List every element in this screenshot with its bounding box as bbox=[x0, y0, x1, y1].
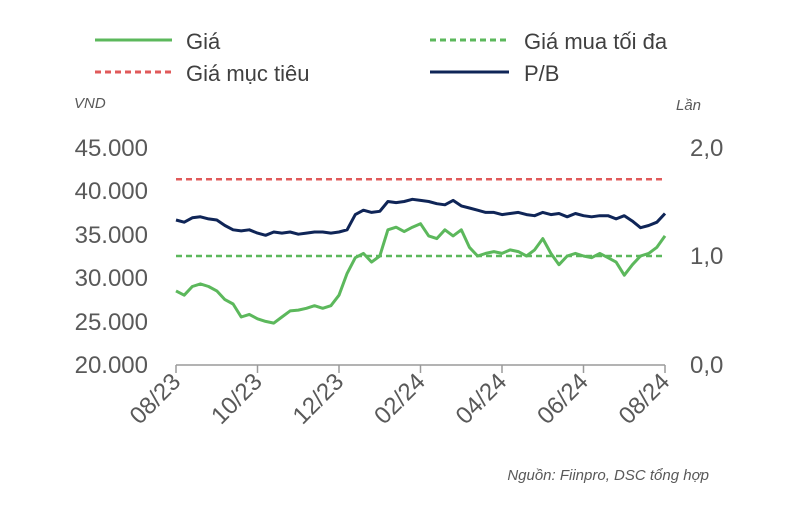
left-axis-unit: VND bbox=[74, 95, 106, 112]
x-tick-label: 04/24 bbox=[451, 368, 513, 430]
legend-item-gia: Giá bbox=[95, 29, 221, 54]
legend-label-gia: Giá bbox=[186, 29, 221, 54]
legend-label-gia-muc-tieu: Giá mục tiêu bbox=[186, 61, 310, 86]
right-axis-ticks: 2,0 1,0 0,0 bbox=[690, 135, 723, 379]
legend-item-pb: P/B bbox=[430, 61, 559, 86]
series-layer bbox=[175, 178, 667, 325]
x-tick-marks bbox=[175, 365, 666, 373]
left-tick-label: 25.000 bbox=[75, 309, 148, 336]
right-tick-label: 1,0 bbox=[690, 243, 723, 270]
series-line-gia bbox=[175, 222, 667, 325]
left-tick-label: 35.000 bbox=[75, 222, 148, 249]
legend-label-gia-mua-toi-da: Giá mua tối đa bbox=[524, 29, 668, 54]
left-tick-label: 40.000 bbox=[75, 178, 148, 205]
x-tick-label: 12/23 bbox=[288, 368, 350, 430]
left-tick-label: 20.000 bbox=[75, 352, 148, 379]
legend-item-gia-muc-tieu: Giá mục tiêu bbox=[95, 61, 310, 86]
legend-item-gia-mua-toi-da: Giá mua tối đa bbox=[430, 29, 668, 54]
source-note: Nguồn: Fiinpro, DSC tổng hợp bbox=[507, 467, 709, 484]
x-tick-label: 10/23 bbox=[206, 368, 268, 430]
x-tick-labels: 08/23 10/23 12/23 02/24 04/24 06/24 08/24 bbox=[125, 368, 676, 430]
legend-label-pb: P/B bbox=[524, 61, 559, 86]
left-axis-ticks: 45.000 40.000 35.000 30.000 25.000 20.00… bbox=[75, 135, 148, 379]
left-tick-label: 45.000 bbox=[75, 135, 148, 162]
x-tick-label: 06/24 bbox=[532, 368, 594, 430]
x-tick-label: 08/24 bbox=[614, 368, 676, 430]
right-axis-unit: Lần bbox=[676, 97, 701, 114]
right-tick-label: 2,0 bbox=[690, 135, 723, 162]
left-tick-label: 30.000 bbox=[75, 265, 148, 292]
legend: Giá Giá mua tối đa Giá mục tiêu P/B bbox=[95, 29, 668, 86]
right-tick-label: 0,0 bbox=[690, 352, 723, 379]
x-tick-label: 02/24 bbox=[369, 368, 431, 430]
series-line-p-b bbox=[175, 197, 667, 237]
